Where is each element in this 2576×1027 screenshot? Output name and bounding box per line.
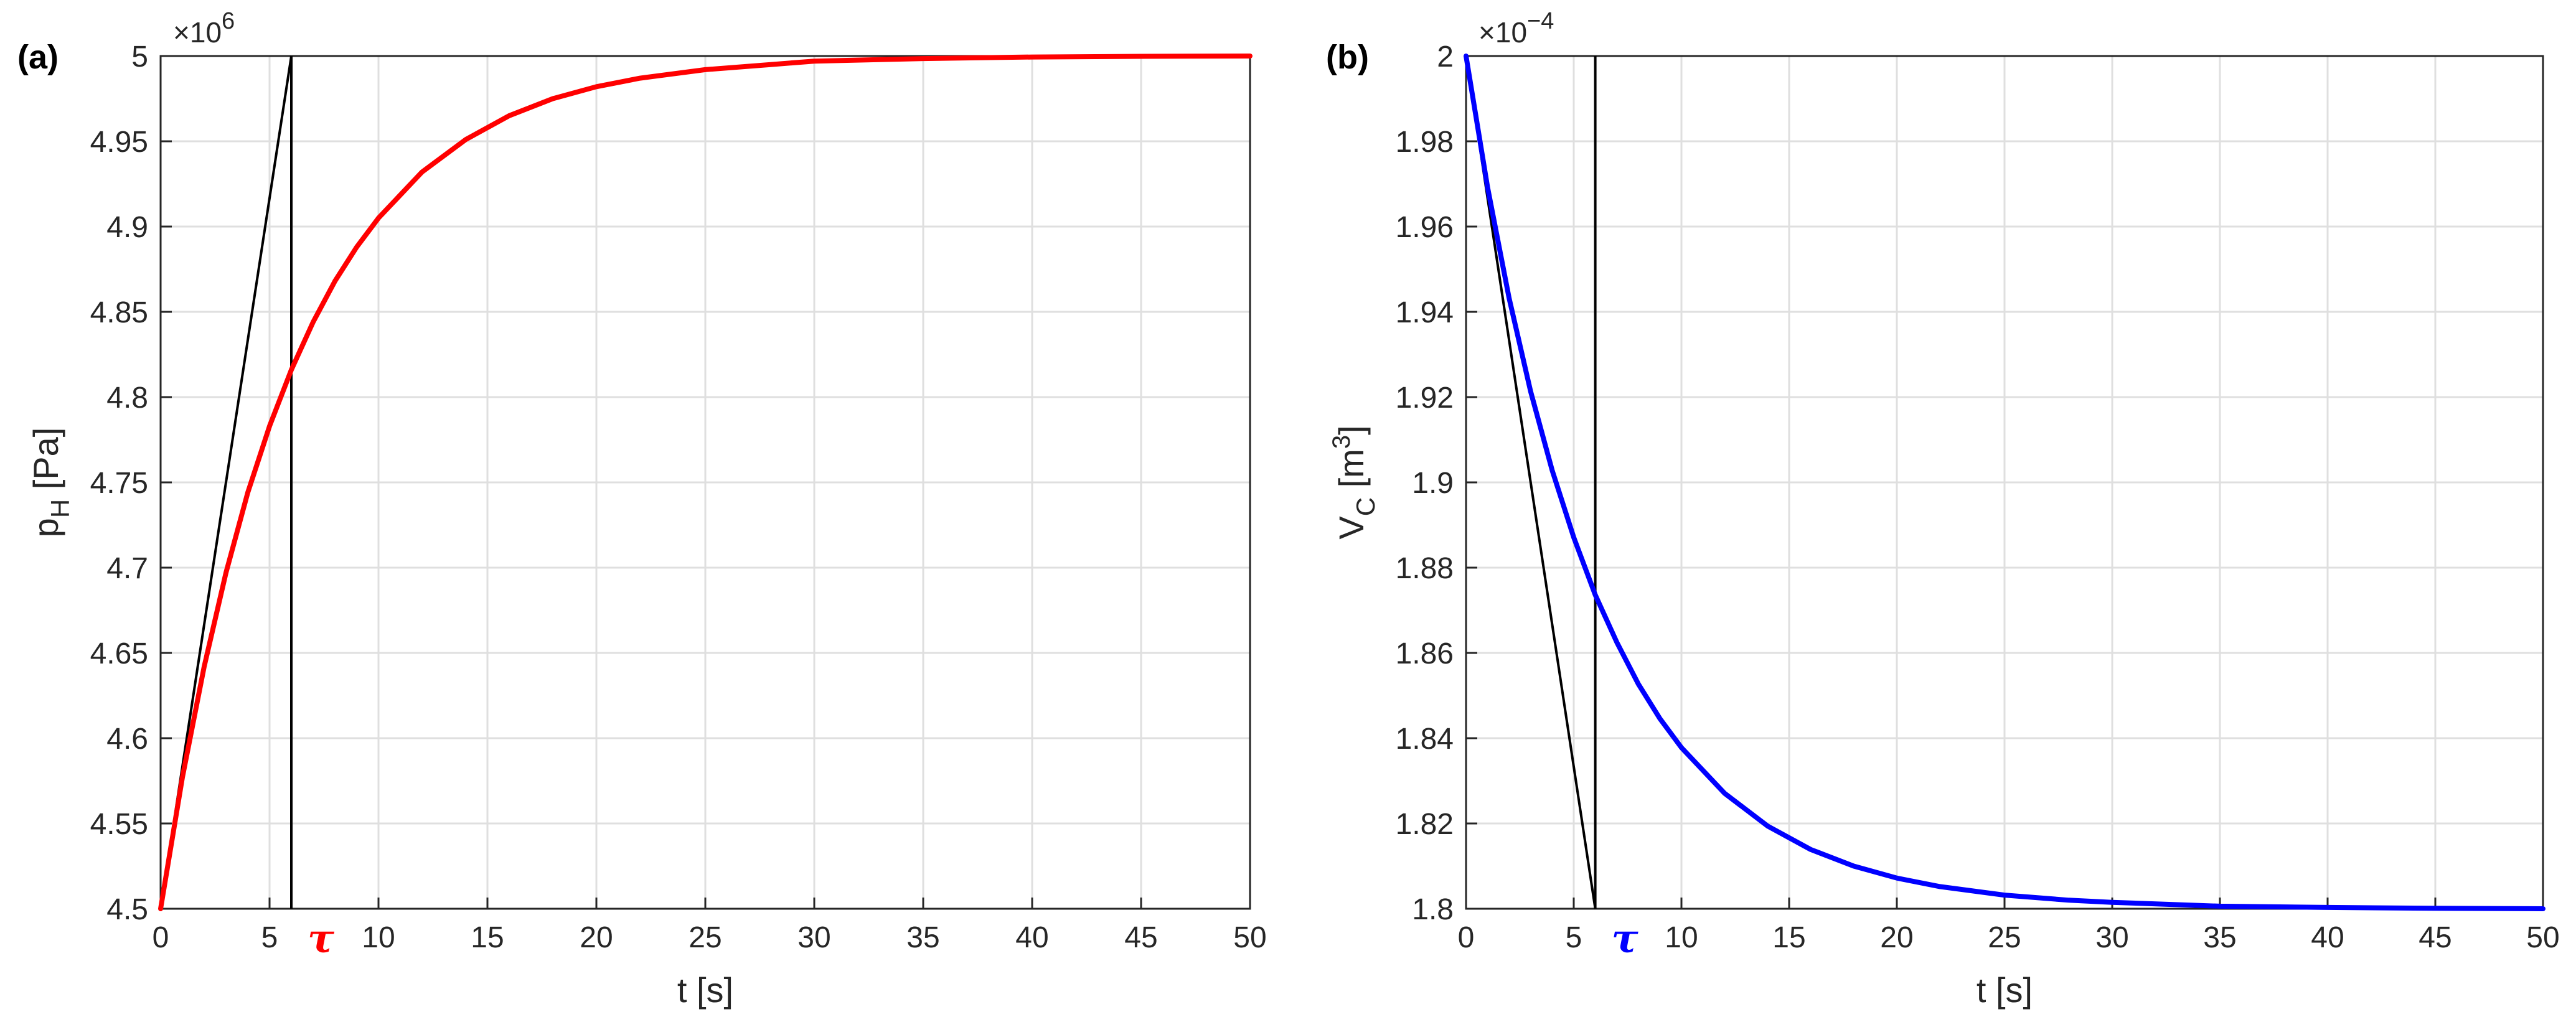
- y-axis-label: VC [m3]: [1328, 425, 1380, 539]
- x-tick-label: 30: [2095, 921, 2128, 954]
- y-tick-label: 4.8: [106, 382, 148, 415]
- axes-frame: [1465, 55, 2544, 910]
- panel-label-b: (b): [1326, 39, 1369, 76]
- x-tick-label: 35: [2203, 921, 2236, 954]
- y-tick-label: 1.9: [1412, 467, 1454, 500]
- x-tick-label: 30: [797, 921, 830, 954]
- x-tick-label: 0: [153, 921, 169, 954]
- x-tick-label: 5: [1566, 921, 1582, 954]
- x-tick-label: 50: [1233, 921, 1266, 954]
- y-label-superscript: 3: [1328, 435, 1355, 449]
- x-tick-label: 10: [362, 921, 395, 954]
- x-tick-label: 15: [1772, 921, 1805, 954]
- y-tick-label: 1.94: [1396, 296, 1454, 329]
- x-axis-label: t [s]: [677, 970, 733, 1010]
- y-label-unit: [m: [1332, 449, 1371, 497]
- y-tick-label: 4.5: [106, 893, 148, 926]
- y-tick-label: 1.98: [1396, 126, 1454, 159]
- x-tick-label: 25: [1988, 921, 2021, 954]
- y-tick-label: 4.95: [90, 126, 148, 159]
- y-tick-label: 4.75: [90, 467, 148, 500]
- y-label-symbol: V: [1332, 516, 1371, 540]
- x-tick-label: 20: [1880, 921, 1913, 954]
- axis-exponent: ×10−4: [1478, 8, 1554, 49]
- y-tick-label: 1.96: [1396, 211, 1454, 244]
- exponent-base: ×10: [173, 16, 222, 49]
- x-tick-label: 45: [2419, 921, 2451, 954]
- y-axis-label: pH [Pa]: [26, 428, 75, 538]
- x-tick-label: 5: [261, 921, 278, 954]
- y-tick-label: 4.6: [106, 723, 148, 756]
- chart-panel-b: 0 5 10 15 20 25 30 35 40 45 50 1.8 1.82 1.84 1.86 1.88 1…: [1326, 8, 2560, 1010]
- y-tick-label: 1.82: [1396, 808, 1454, 841]
- series-line: [158, 54, 1253, 911]
- x-tick-label: 40: [1015, 921, 1048, 954]
- y-label-symbol: p: [26, 518, 65, 537]
- y-tick-label: 4.55: [90, 808, 148, 841]
- y-tick-label: 5: [131, 40, 148, 73]
- tau-label: τ: [1612, 916, 1639, 962]
- tau-label: τ: [308, 916, 335, 962]
- y-tick-label: 2: [1437, 40, 1454, 73]
- panel-label-a: (a): [17, 39, 59, 76]
- y-tick-label: 1.8: [1412, 893, 1454, 926]
- y-tick-label: 1.92: [1396, 382, 1454, 415]
- x-tick-label: 10: [1665, 921, 1698, 954]
- exponent-base: ×10: [1478, 16, 1527, 49]
- x-tick-label: 0: [1458, 921, 1475, 954]
- y-label-unit-close: ]: [1332, 425, 1371, 435]
- x-tick-label: 45: [1124, 921, 1157, 954]
- y-tick-label: 4.9: [106, 211, 148, 244]
- chart-panel-a: 0 5 10 15 20 25 30 35 40 45 50 4.5 4.55 4.6 4.65 4.7 4.7…: [17, 8, 1267, 1010]
- x-axis-label: t [s]: [1977, 970, 2033, 1010]
- exponent-power: −4: [1527, 8, 1554, 34]
- y-tick-label: 1.88: [1396, 552, 1454, 585]
- series-line: [1464, 54, 2545, 911]
- x-tick-label: 20: [580, 921, 613, 954]
- y-label-subscript: H: [45, 499, 75, 518]
- y-tick-label: 4.85: [90, 296, 148, 329]
- y-tick-label: 4.7: [106, 552, 148, 585]
- x-tick-label: 25: [689, 921, 722, 954]
- y-label-subscript: C: [1351, 497, 1380, 516]
- x-tick-label: 35: [906, 921, 939, 954]
- x-tick-label: 50: [2526, 921, 2559, 954]
- exponent-power: 6: [222, 8, 235, 34]
- x-tick-label: 15: [471, 921, 504, 954]
- y-tick-label: 4.65: [90, 637, 148, 670]
- y-tick-label: 1.84: [1396, 723, 1454, 756]
- y-tick-label: 1.86: [1396, 637, 1454, 670]
- x-tick-label: 40: [2311, 921, 2344, 954]
- axes-frame: [159, 55, 1251, 910]
- axis-exponent: ×106: [173, 8, 235, 49]
- y-label-unit: [Pa]: [26, 428, 65, 499]
